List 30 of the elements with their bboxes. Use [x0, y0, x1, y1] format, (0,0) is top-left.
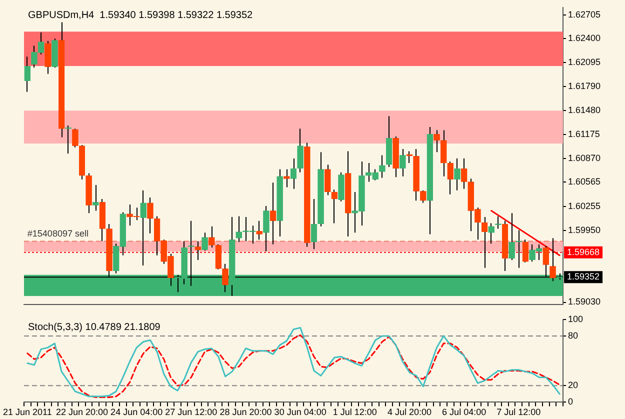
x-tick-label: 27 Jun 12:00 — [165, 407, 218, 418]
y-tick-label: 1.60870 — [568, 152, 601, 163]
x-tick-label: 28 Jun 20:00 — [220, 407, 272, 418]
ref-line-label: 1.59668 — [567, 246, 600, 257]
chart-title: Stoch(5,3,3) 10.4789 21.1809 — [28, 322, 161, 334]
y-tick-label: 1.59030 — [568, 296, 601, 307]
y-tick-label: 1.60565 — [568, 176, 601, 187]
x-tick-label: 21 Jun 2011 — [2, 407, 52, 418]
chart-title: GBPUSDm,H4 1.59340 1.59398 1.59322 1.59352 — [28, 10, 254, 22]
x-tick-label: 4 Jul 20:00 — [387, 407, 432, 418]
y-tick-label: 1.61175 — [568, 128, 600, 139]
y-tick-label: 1.61480 — [568, 105, 601, 116]
x-tick-label: 7 Jul 12:00 — [496, 407, 541, 418]
x-tick-label: 22 Jun 20:00 — [56, 407, 108, 418]
y-tick-label: 1.62400 — [568, 33, 601, 44]
x-tick-label: 24 Jun 04:00 — [110, 407, 163, 418]
x-tick-label: 1 Jul 12:00 — [332, 407, 377, 418]
y-tick-label: 0 — [568, 396, 574, 407]
y-tick-label: 1.62705 — [568, 9, 601, 20]
x-tick-label: 30 Jun 04:00 — [274, 407, 326, 418]
y-tick-label: 1.59950 — [568, 224, 601, 235]
x-tick-label: 6 Jul 04:00 — [442, 407, 486, 418]
ref-line-label: 1.59352 — [567, 272, 600, 282]
y-tick-label: 20 — [568, 380, 578, 390]
y-tick-label: 80 — [568, 330, 578, 340]
y-tick-label: 1.61790 — [568, 80, 601, 91]
y-tick-label: 1.60255 — [568, 200, 601, 211]
y-tick-label: 100 — [568, 314, 584, 324]
y-tick-label: 1.62095 — [568, 57, 601, 68]
annotation: #15408097 sell — [27, 228, 88, 239]
